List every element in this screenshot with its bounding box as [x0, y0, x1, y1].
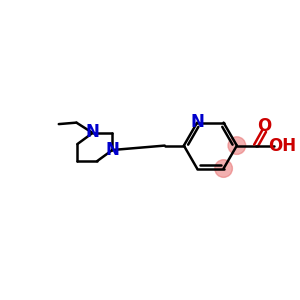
Circle shape — [215, 160, 232, 177]
Text: OH: OH — [268, 136, 296, 154]
Text: N: N — [86, 123, 100, 141]
Text: O: O — [257, 118, 271, 136]
Circle shape — [228, 137, 246, 154]
Text: N: N — [190, 113, 204, 131]
Text: N: N — [106, 141, 120, 159]
